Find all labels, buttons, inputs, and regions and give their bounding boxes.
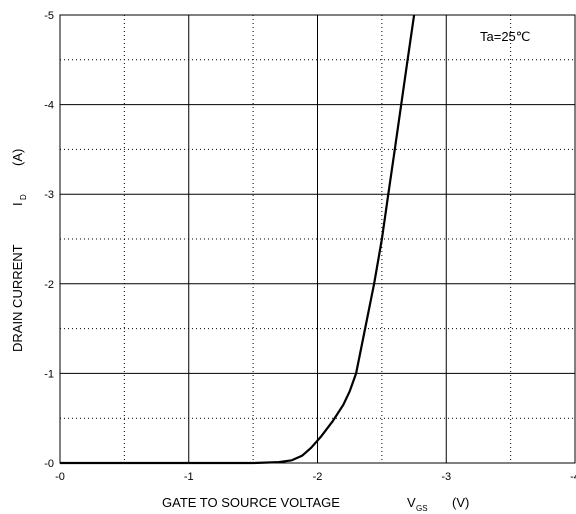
grid [59, 14, 576, 464]
x-tick-label: -3 [441, 471, 451, 483]
y-axis-label: DRAIN CURRENT I D (A) [10, 149, 28, 352]
x-tick-labels: -0 -1 -2 -3 -4 [55, 471, 576, 483]
y-tick-label: -5 [44, 10, 54, 22]
x-axis-label-main: GATE TO SOURCE VOLTAGE [162, 495, 340, 510]
id-vgs-curve [60, 14, 416, 465]
x-axis-label: GATE TO SOURCE VOLTAGE V GS (V) [162, 495, 469, 513]
y-tick-labels: -0 -1 -2 -3 -4 -5 [44, 10, 54, 470]
y-tick-label: -1 [44, 368, 54, 380]
temperature-annotation: Ta=25℃ [480, 29, 530, 44]
plot-frame [59, 14, 576, 464]
x-axis-label-unit: (V) [452, 495, 469, 510]
y-tick-label: -2 [44, 279, 54, 291]
y-axis-label-main: DRAIN CURRENT [10, 244, 25, 352]
x-tick-label: -4 [570, 471, 576, 483]
y-tick-label: -4 [44, 100, 54, 112]
x-tick-label: -2 [313, 471, 323, 483]
x-tick-label: -0 [55, 471, 65, 483]
x-tick-label: -1 [184, 471, 194, 483]
x-axis-label-subscript: GS [416, 504, 428, 513]
y-tick-label: -0 [44, 458, 54, 470]
y-axis-label-unit: (A) [10, 149, 25, 166]
curve-layer [60, 14, 416, 465]
y-axis-label-symbol: I [10, 202, 25, 206]
y-tick-label: -3 [44, 189, 54, 201]
x-axis-label-symbol: V [407, 495, 416, 510]
y-axis-label-subscript: D [19, 194, 28, 200]
